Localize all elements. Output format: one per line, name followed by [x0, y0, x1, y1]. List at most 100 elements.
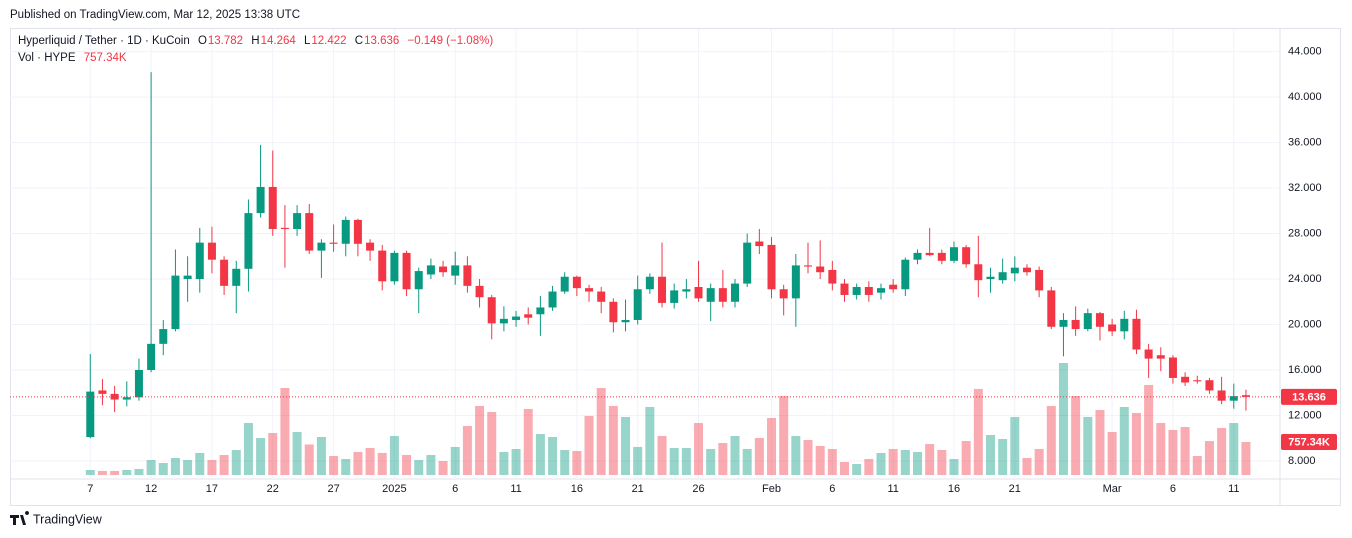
x-tick-label: 17 [206, 483, 218, 495]
candle-body [378, 250, 387, 282]
ohlc-value: 13.782 [207, 35, 244, 47]
volume-bar [426, 454, 436, 475]
volume-bar [231, 449, 241, 475]
x-tick-label: 21 [632, 483, 644, 495]
volume-bar [949, 459, 959, 475]
candle-body [1181, 376, 1190, 383]
volume-bar [1107, 431, 1117, 475]
candle-body [1095, 313, 1104, 327]
x-tick-label: 6 [452, 483, 458, 495]
candle-body [268, 186, 277, 230]
candle-body [901, 259, 910, 290]
volume-bar [1058, 363, 1068, 475]
candle-body [1071, 319, 1080, 330]
candle-body [816, 266, 825, 273]
volume-bar [1083, 416, 1093, 475]
volume-bar [207, 460, 217, 475]
volume-bar [402, 454, 412, 475]
volume-bar [414, 460, 424, 475]
volume-bar [1131, 412, 1141, 475]
candle-body [864, 286, 873, 295]
y-tick-label: 8.000 [1288, 455, 1316, 467]
candle-body [147, 343, 156, 370]
candle-body [390, 252, 399, 282]
volume-bar [389, 435, 399, 475]
volume-bar [499, 451, 509, 475]
symbol-title: Hyperliquid / Tether · 1D · KuCoin [18, 35, 190, 47]
volume-bar [365, 447, 375, 475]
volume-bar [1156, 423, 1166, 475]
candle-body [986, 276, 995, 280]
candle-body [1022, 267, 1031, 273]
x-tick-label: 16 [948, 483, 960, 495]
volume-bar [852, 464, 862, 475]
volume-bar [511, 448, 521, 475]
x-tick-label: 11 [510, 483, 521, 495]
volume-bar [1168, 429, 1178, 475]
volume-bar [1217, 427, 1227, 475]
volume-bar [742, 448, 752, 475]
candle-body [195, 242, 204, 280]
x-tick-label: 21 [1009, 483, 1021, 495]
volume-bar [268, 432, 278, 475]
legend-row: Hyperliquid / Tether · 1D · KuCoin O13.7… [18, 35, 494, 47]
volume-bar [195, 452, 205, 475]
x-tick-label: 11 [887, 483, 898, 495]
volume-legend: Vol · HYPE 757.34K [18, 52, 128, 64]
volume-bar [608, 405, 618, 475]
volume-bar [134, 468, 144, 475]
candle-body [98, 390, 107, 394]
volume-bar [767, 417, 777, 475]
y-tick-label: 44.000 [1288, 46, 1322, 58]
candle-body [1035, 269, 1044, 291]
volume-box [1281, 433, 1337, 450]
volume-bar [925, 444, 935, 475]
volume-bar [815, 445, 825, 475]
volume-bar [1204, 441, 1214, 475]
candle-body [1241, 395, 1250, 397]
candle-body [463, 265, 472, 286]
candle-body [220, 259, 229, 286]
candle-body [1193, 380, 1202, 382]
volume-bar [1229, 423, 1239, 475]
volume-bar [912, 451, 922, 475]
candle-body [633, 289, 642, 320]
candle-body [804, 265, 813, 267]
candle-body [524, 314, 533, 318]
candle-body [852, 286, 861, 295]
candle-body [293, 213, 302, 230]
candle-body [998, 272, 1007, 281]
volume-bar [122, 469, 132, 475]
candle-body [791, 265, 800, 299]
volume-bar [694, 423, 704, 475]
last-price-label: 13.636 [1292, 391, 1326, 403]
candle-body [512, 316, 521, 320]
volume-bar [535, 433, 545, 475]
volume-bar [462, 425, 472, 475]
volume-bar [1095, 409, 1105, 475]
x-tick-label: Mar [1103, 483, 1122, 495]
candle-body [1108, 324, 1117, 332]
candle-body [974, 264, 983, 281]
volume-bar [146, 460, 156, 475]
x-tick-label: Feb [762, 483, 781, 495]
volume-bar [85, 469, 95, 475]
candle-body [1083, 313, 1092, 330]
volume-bar [779, 395, 789, 475]
volume-bar [316, 436, 326, 475]
candle-body [366, 242, 375, 251]
candle-body [645, 276, 654, 290]
volume-bar [900, 449, 910, 475]
volume-bar [633, 446, 643, 475]
volume-bar [560, 449, 570, 475]
volume-bar [961, 441, 971, 475]
candle-body [913, 252, 922, 260]
volume-bar [876, 452, 886, 475]
volume-bar [438, 461, 448, 475]
candle-body [743, 242, 752, 284]
volume-bar [292, 431, 302, 475]
ohlc-letter: O [197, 35, 207, 47]
candle-body [475, 285, 484, 298]
volume-bar [1034, 448, 1044, 475]
